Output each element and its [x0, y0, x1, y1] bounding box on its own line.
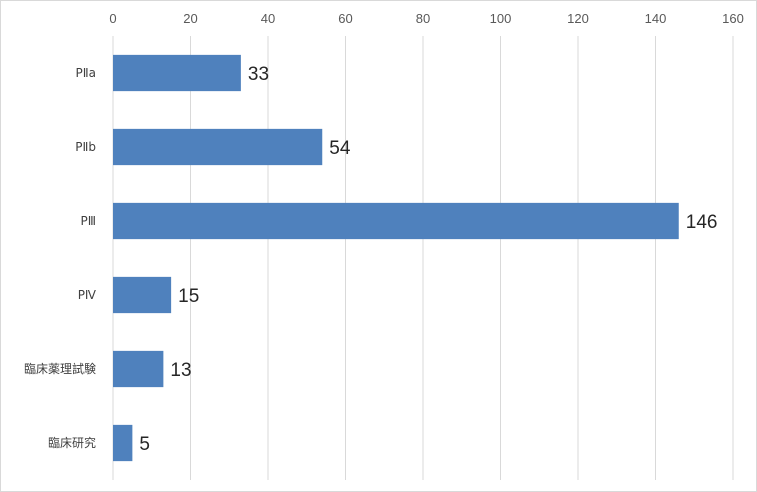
x-tick-label: 20 [183, 11, 197, 26]
x-tick-label: 120 [567, 11, 589, 26]
x-tick-label: 60 [338, 11, 352, 26]
data-label: 54 [329, 138, 351, 159]
category-label: PⅡb [75, 140, 96, 154]
bar [113, 202, 679, 240]
bar [113, 54, 241, 92]
category-label: PⅡa [76, 66, 97, 80]
x-tick-label: 80 [416, 11, 430, 26]
bar [113, 276, 172, 314]
data-label: 15 [178, 286, 199, 307]
x-tick-label: 100 [490, 11, 512, 26]
x-tick-label: 40 [261, 11, 275, 26]
data-label: 5 [139, 434, 150, 455]
data-label: 13 [170, 360, 191, 381]
bars [113, 54, 679, 462]
category-label: PⅣ [78, 288, 96, 302]
data-label: 33 [248, 64, 269, 85]
x-tick-label: 140 [645, 11, 667, 26]
data-label: 146 [686, 212, 718, 233]
x-tick-label: 160 [722, 11, 744, 26]
x-tick-label: 0 [109, 11, 116, 26]
data-labels: 33 54 146 15 13 5 [139, 64, 717, 455]
bar [113, 424, 133, 462]
category-label: PⅢ [80, 214, 96, 228]
gridlines [112, 36, 734, 480]
category-label: 臨床研究 [48, 435, 96, 450]
category-label: 臨床薬理試験 [24, 361, 96, 376]
x-axis-ticks: 0 20 40 60 80 100 120 140 160 [109, 11, 743, 26]
bar [113, 350, 164, 388]
bar [113, 128, 323, 166]
